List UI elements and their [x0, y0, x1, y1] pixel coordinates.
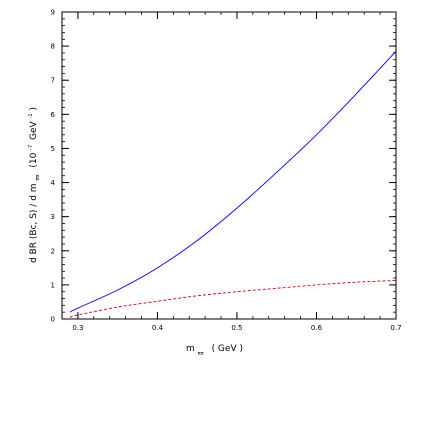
x-axis-title-suffix: ( GeV ): [212, 344, 243, 354]
y-axis-title-unit-exp: -7: [28, 145, 34, 150]
y-tick-label: 4: [51, 179, 56, 187]
y-axis-title-unit-prefix: (10: [29, 152, 39, 167]
ticks: [61, 11, 397, 320]
x-axis-title: m ππ ( GeV ): [186, 344, 243, 358]
y-tick-label: 8: [51, 43, 55, 51]
y-tick-label: 3: [51, 213, 55, 221]
y-tick-label: 5: [51, 145, 55, 153]
y-tick-label: 7: [51, 77, 55, 85]
plot-frame: [61, 11, 397, 320]
y-axis-title-unit-suffix: ): [29, 107, 39, 111]
series-layer: [69, 50, 397, 318]
x-tick-label: 0.6: [311, 324, 323, 332]
x-axis-title-main: m: [186, 344, 195, 354]
y-axis-title: d BR (Bc, S) / d m ππ (10 -7 GeV -1 ): [25, 107, 42, 263]
x-tick-label: 0.4: [152, 324, 164, 332]
y-axis-title-unit-mid: GeV: [29, 120, 39, 140]
x-axis-title-subscript: ππ: [198, 351, 204, 357]
y-tick-label: 2: [51, 247, 55, 255]
y-tick-label: 9: [51, 9, 55, 17]
series-line-1: [69, 50, 397, 313]
x-tick-label: 0.7: [390, 324, 401, 332]
y-axis-title-unit-exp2: -1: [28, 113, 34, 118]
series-line-2: [69, 280, 397, 318]
tick-labels: 0.3 0.4 0.5 0.6 0.7 0 1 2 3 4 5 6 7 8 9: [51, 9, 402, 333]
y-axis-title-subscript: ππ: [35, 175, 41, 181]
y-tick-label: 6: [51, 111, 56, 119]
y-axis-title-prefix: d BR (Bc, S) / d m: [29, 183, 39, 263]
y-tick-label: 0: [51, 316, 55, 324]
y-tick-label: 1: [51, 281, 55, 289]
x-tick-label: 0.5: [231, 324, 242, 332]
x-tick-label: 0.3: [72, 324, 83, 332]
